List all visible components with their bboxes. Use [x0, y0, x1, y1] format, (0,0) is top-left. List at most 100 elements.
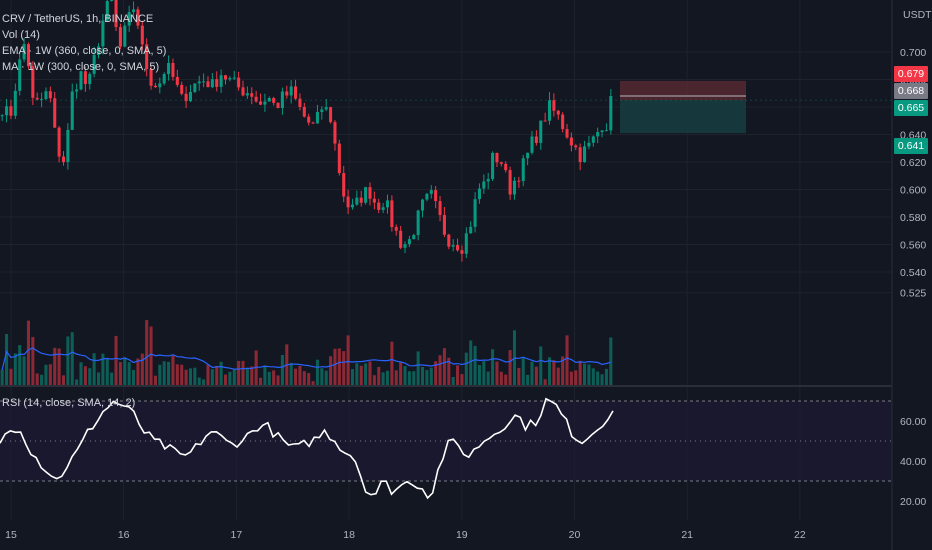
candle-body	[609, 96, 613, 131]
candle-body	[57, 127, 61, 157]
volume-bar	[149, 326, 153, 386]
volume-bar	[101, 353, 105, 386]
candle-body	[329, 107, 333, 123]
candle-body	[184, 93, 188, 102]
candle-body	[368, 187, 372, 199]
volume-bar	[57, 348, 61, 386]
price-tick-label: 0.700	[900, 47, 926, 59]
candle-body	[381, 207, 385, 210]
candle-body	[491, 152, 495, 180]
volume-bar	[250, 366, 254, 386]
volume-bar	[556, 367, 560, 386]
candle-body	[587, 142, 591, 147]
volume-bar	[0, 369, 4, 386]
candle-body	[464, 233, 468, 254]
volume-bar	[359, 365, 363, 386]
volume-legend[interactable]: Vol (14)	[2, 29, 40, 41]
stop-loss-zone[interactable]	[620, 80, 746, 101]
candle-body	[547, 100, 552, 121]
volume-bar	[561, 356, 565, 386]
candle-body	[337, 143, 341, 174]
volume-bar	[368, 361, 372, 386]
price-tick-label: 0.525	[900, 288, 926, 300]
volume-bar	[184, 369, 188, 386]
time-axis-labels[interactable]: 15 16 17 18 19 20 21 22	[5, 529, 806, 541]
rsi-axis-labels[interactable]: 60.00 40.00 20.00	[900, 416, 926, 508]
candle-body	[600, 130, 604, 133]
volume-bar	[416, 351, 420, 386]
volume-bar	[372, 375, 376, 386]
candle-body	[429, 190, 433, 194]
volume-bar	[188, 368, 193, 386]
volume-bar	[534, 366, 538, 386]
volume-bar	[75, 379, 79, 386]
candle-body	[372, 198, 376, 203]
volume-bar	[210, 369, 214, 386]
candle-body	[280, 91, 284, 109]
volume-bar	[219, 361, 223, 386]
volume-bar	[464, 352, 468, 386]
candle-body	[153, 85, 157, 88]
candle-body	[311, 122, 315, 124]
candle-body	[188, 91, 193, 102]
volume-bar	[294, 368, 298, 386]
candle-body	[512, 180, 517, 195]
rsi-legend[interactable]: RSI (14, close, SMA, 14, 2)	[2, 397, 136, 409]
candle-body	[569, 137, 573, 146]
candle-body	[486, 179, 490, 182]
candle-body	[578, 147, 582, 163]
volume-bar	[521, 358, 525, 386]
volume-bar	[420, 367, 425, 386]
candle-body	[556, 110, 560, 115]
target-price-tag: 0.641	[894, 138, 928, 154]
symbol-legend[interactable]: CRV / TetherUS, 1h, BINANCE	[2, 13, 154, 25]
volume-bar	[26, 320, 30, 386]
candle-body	[110, 0, 114, 1]
candle-body	[44, 91, 48, 99]
candle-body	[390, 200, 394, 228]
volume-bar	[13, 353, 17, 386]
candle-body	[149, 69, 153, 86]
volume-bar	[407, 371, 411, 386]
rsi-tick-label: 60.00	[900, 416, 926, 428]
volume-bar	[377, 366, 381, 386]
candle-body	[13, 90, 17, 116]
volume-bar	[83, 366, 87, 386]
candle-body	[294, 86, 298, 99]
rsi-tick-label: 20.00	[900, 496, 926, 508]
candle-body	[574, 145, 578, 148]
volume-bar	[333, 348, 337, 386]
volume-bar	[40, 374, 44, 386]
volume-bar	[526, 374, 530, 386]
candle-body	[228, 78, 232, 80]
volume-bar	[442, 348, 446, 386]
volume-bar	[61, 375, 66, 386]
ema-legend[interactable]: EMA · 1W (360, close, 0, SMA, 5)	[2, 45, 167, 57]
volume-bar	[272, 370, 276, 386]
candle-body	[508, 170, 512, 195]
candle-body	[482, 181, 486, 189]
volume-bar	[425, 370, 429, 386]
price-tick-label: 0.540	[900, 267, 926, 279]
volume-bar	[574, 370, 578, 386]
volume-bar	[18, 345, 22, 386]
candle-body	[565, 129, 569, 138]
candle-body	[333, 122, 337, 144]
candle-body	[219, 75, 223, 87]
volume-bar	[315, 359, 319, 386]
rsi-line	[0, 397, 614, 500]
volume-bar	[587, 364, 591, 386]
date-tick-label: 16	[118, 529, 130, 541]
take-profit-zone[interactable]	[620, 100, 746, 134]
volume-bar	[44, 364, 48, 386]
volume-bar	[35, 373, 39, 386]
candle-body	[385, 200, 390, 208]
candle-body	[442, 215, 446, 235]
volume-bar	[276, 375, 280, 386]
ma-legend[interactable]: MA · 1W (300, close, 0, SMA, 5)	[2, 61, 160, 73]
candle-body	[377, 202, 381, 210]
position-box[interactable]	[0, 80, 892, 134]
candle-body	[407, 239, 411, 245]
volume-bar	[517, 367, 521, 386]
